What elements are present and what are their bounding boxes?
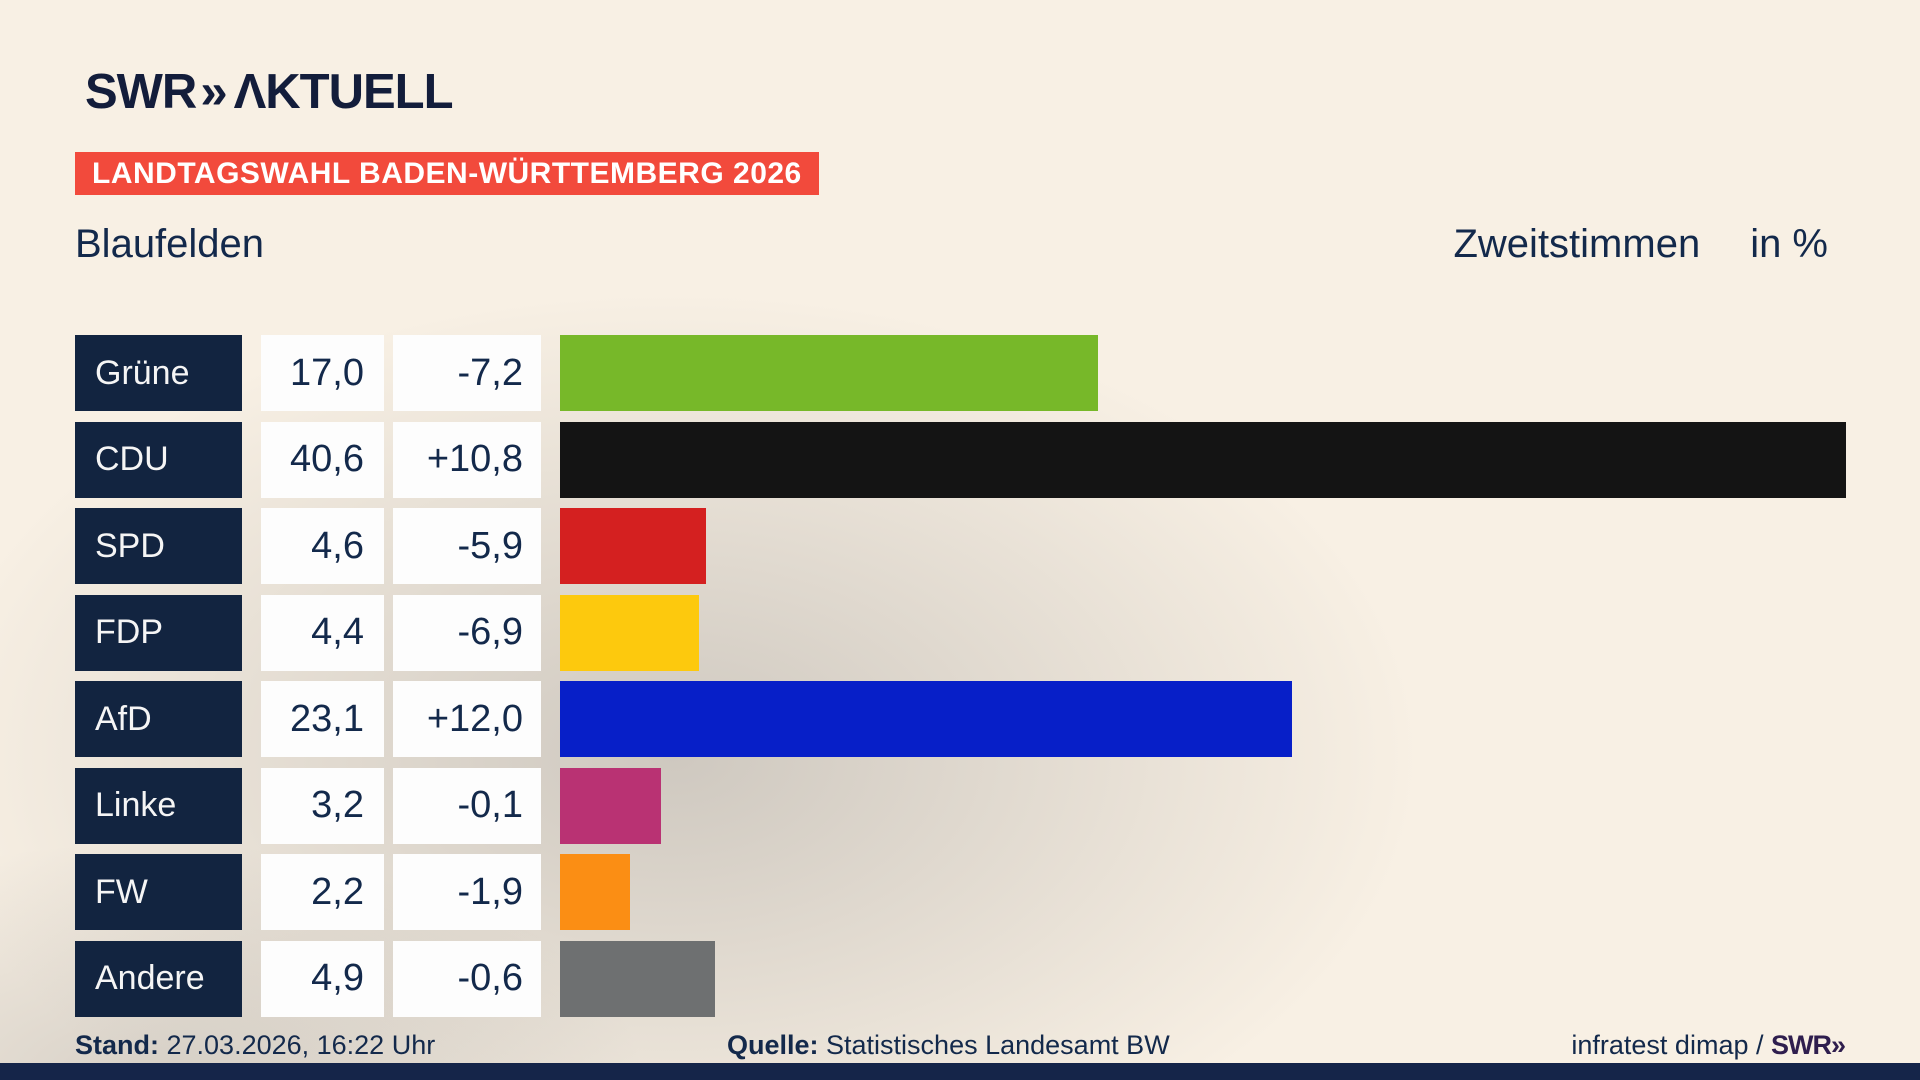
vote-type-title: Zweitstimmen in % [1453, 222, 1828, 267]
change-value: -6,9 [393, 594, 541, 671]
result-value: 4,4 [261, 594, 384, 671]
change-value: -0,6 [393, 940, 541, 1017]
party-label: FDP [75, 594, 242, 671]
swr-aktuell-logo: SWR» ΛKTUELL [85, 65, 454, 119]
party-label: Linke [75, 767, 242, 844]
bar-track [560, 421, 1846, 498]
party-label: Andere [75, 940, 242, 1017]
bar-track [560, 854, 1846, 930]
bar-track [560, 767, 1846, 844]
bar-track [560, 681, 1846, 757]
result-bar [560, 421, 1846, 498]
chart-row-afd: AfD 23,1 +12,0 [75, 681, 1846, 757]
election-banner: LANDTAGSWAHL BADEN-WÜRTTEMBERG 2026 [75, 152, 819, 195]
result-bar [560, 940, 716, 1017]
result-bar [560, 594, 700, 671]
stand-label: Stand: [75, 1030, 159, 1060]
chart-row-fdp: FDP 4,4 -6,9 [75, 594, 1846, 671]
party-label: SPD [75, 508, 242, 584]
chart-row-gruene: Grüne 17,0 -7,2 [75, 335, 1846, 411]
result-bar [560, 681, 1292, 757]
result-value: 17,0 [261, 335, 384, 411]
swr-logo-small: SWR» [1770, 1030, 1846, 1060]
result-value: 3,2 [261, 767, 384, 844]
municipality-title: Blaufelden [75, 222, 265, 266]
brand-swr-text: SWR [85, 65, 197, 119]
chart-row-spd: SPD 4,6 -5,9 [75, 508, 1846, 584]
source-label: Quelle: [727, 1030, 819, 1060]
bar-track [560, 335, 1846, 411]
unit-label: in % [1750, 222, 1828, 266]
results-bar-chart: Grüne 17,0 -7,2 CDU 40,6 +10,8 SPD 4,6 -… [75, 335, 1846, 1027]
result-bar [560, 508, 706, 584]
credit-text: infratest dimap / [1571, 1030, 1771, 1060]
result-bar [560, 335, 1099, 411]
change-value: -1,9 [393, 854, 541, 930]
result-bar [560, 854, 630, 930]
change-value: -0,1 [393, 767, 541, 844]
stand-value: 27.03.2026, 16:22 Uhr [159, 1030, 436, 1060]
chart-row-andere: Andere 4,9 -0,6 [75, 940, 1846, 1017]
source-value: Statistisches Landesamt BW [818, 1030, 1170, 1060]
change-value: -7,2 [393, 335, 541, 411]
change-value: -5,9 [393, 508, 541, 584]
chart-row-fw: FW 2,2 -1,9 [75, 854, 1846, 930]
result-value: 23,1 [261, 681, 384, 757]
change-value: +12,0 [393, 681, 541, 757]
change-value: +10,8 [393, 421, 541, 498]
party-label: CDU [75, 421, 242, 498]
bar-track [560, 940, 1846, 1017]
timestamp: Stand: 27.03.2026, 16:22 Uhr [75, 1030, 435, 1061]
party-label: FW [75, 854, 242, 930]
bar-track [560, 508, 1846, 584]
credit: infratest dimap / SWR» [1571, 1030, 1846, 1061]
result-bar [560, 767, 662, 844]
brand-aktuell-text: ΛKTUELL [233, 65, 454, 119]
result-value: 2,2 [261, 854, 384, 930]
chart-row-linke: Linke 3,2 -0,1 [75, 767, 1846, 844]
bar-track [560, 594, 1846, 671]
vote-type-label: Zweitstimmen [1453, 222, 1701, 266]
party-label: Grüne [75, 335, 242, 411]
chart-row-cdu: CDU 40,6 +10,8 [75, 421, 1846, 498]
result-value: 40,6 [261, 421, 384, 498]
brand-chevrons-icon: » [200, 65, 227, 119]
result-value: 4,9 [261, 940, 384, 1017]
bottom-bar [0, 1063, 1920, 1080]
party-label: AfD [75, 681, 242, 757]
source: Quelle: Statistisches Landesamt BW [727, 1030, 1170, 1061]
result-value: 4,6 [261, 508, 384, 584]
